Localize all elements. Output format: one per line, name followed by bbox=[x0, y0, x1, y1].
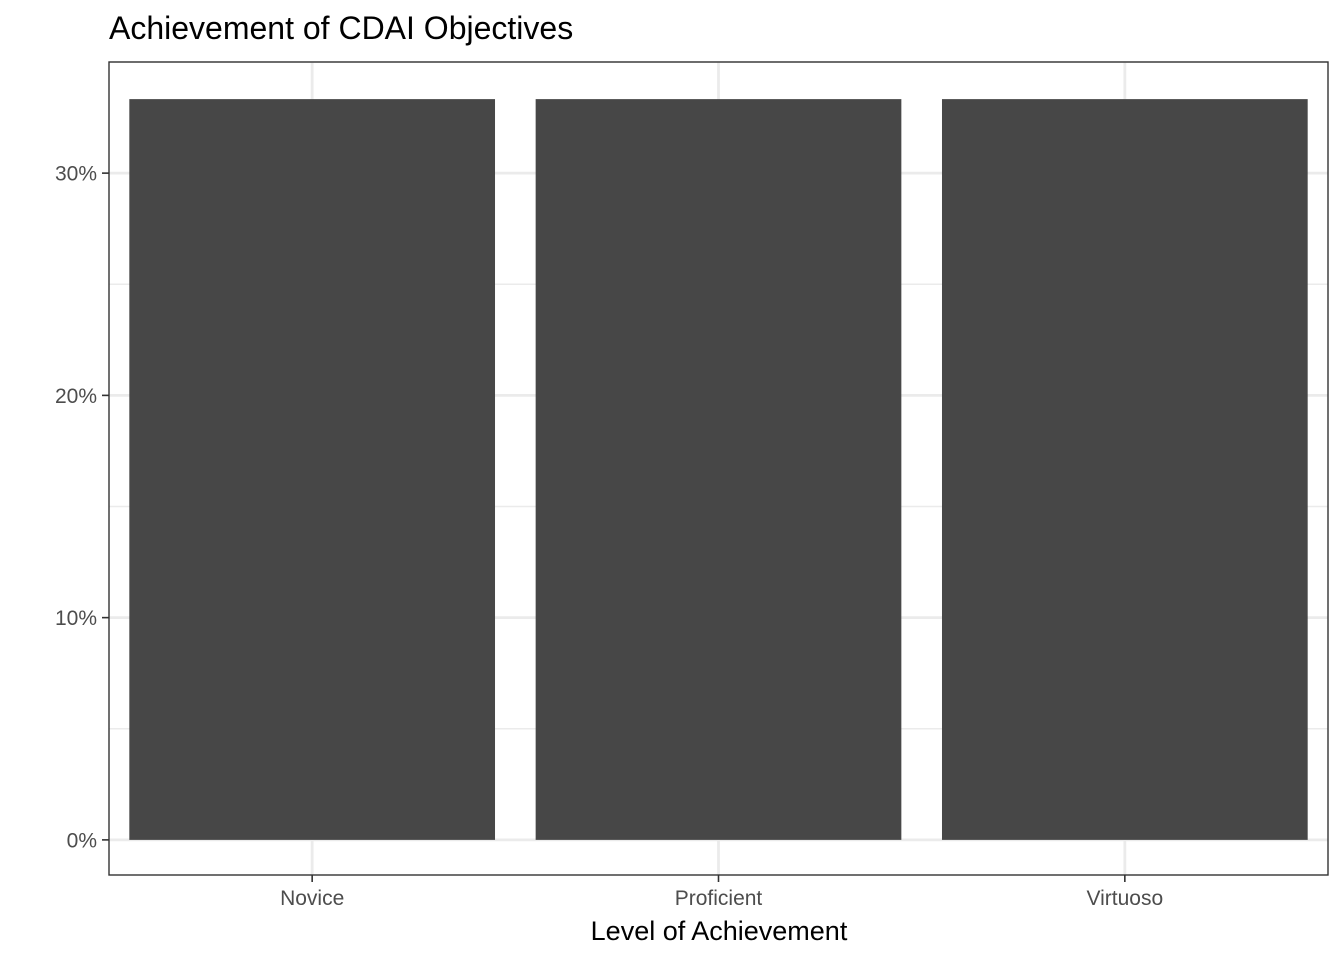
bars bbox=[129, 99, 1308, 840]
bar-novice bbox=[129, 99, 496, 840]
x-axis-title: Level of Achievement bbox=[591, 916, 848, 946]
bar-proficient bbox=[535, 99, 902, 840]
chart-title: Achievement of CDAI Objectives bbox=[109, 10, 573, 46]
x-tick-label: Virtuoso bbox=[1086, 887, 1163, 910]
y-tick-label: 30% bbox=[55, 163, 97, 186]
x-tick-label: Novice bbox=[280, 887, 344, 910]
y-tick-label: 10% bbox=[55, 607, 97, 630]
bar-virtuoso bbox=[941, 99, 1308, 840]
y-axis: 0% 10% 20% 30% bbox=[55, 163, 109, 852]
y-tick-label: 20% bbox=[55, 385, 97, 408]
x-tick-label: Proficient bbox=[675, 887, 763, 910]
x-axis: Novice Proficient Virtuoso bbox=[280, 875, 1163, 910]
y-tick-label: 0% bbox=[67, 829, 97, 852]
